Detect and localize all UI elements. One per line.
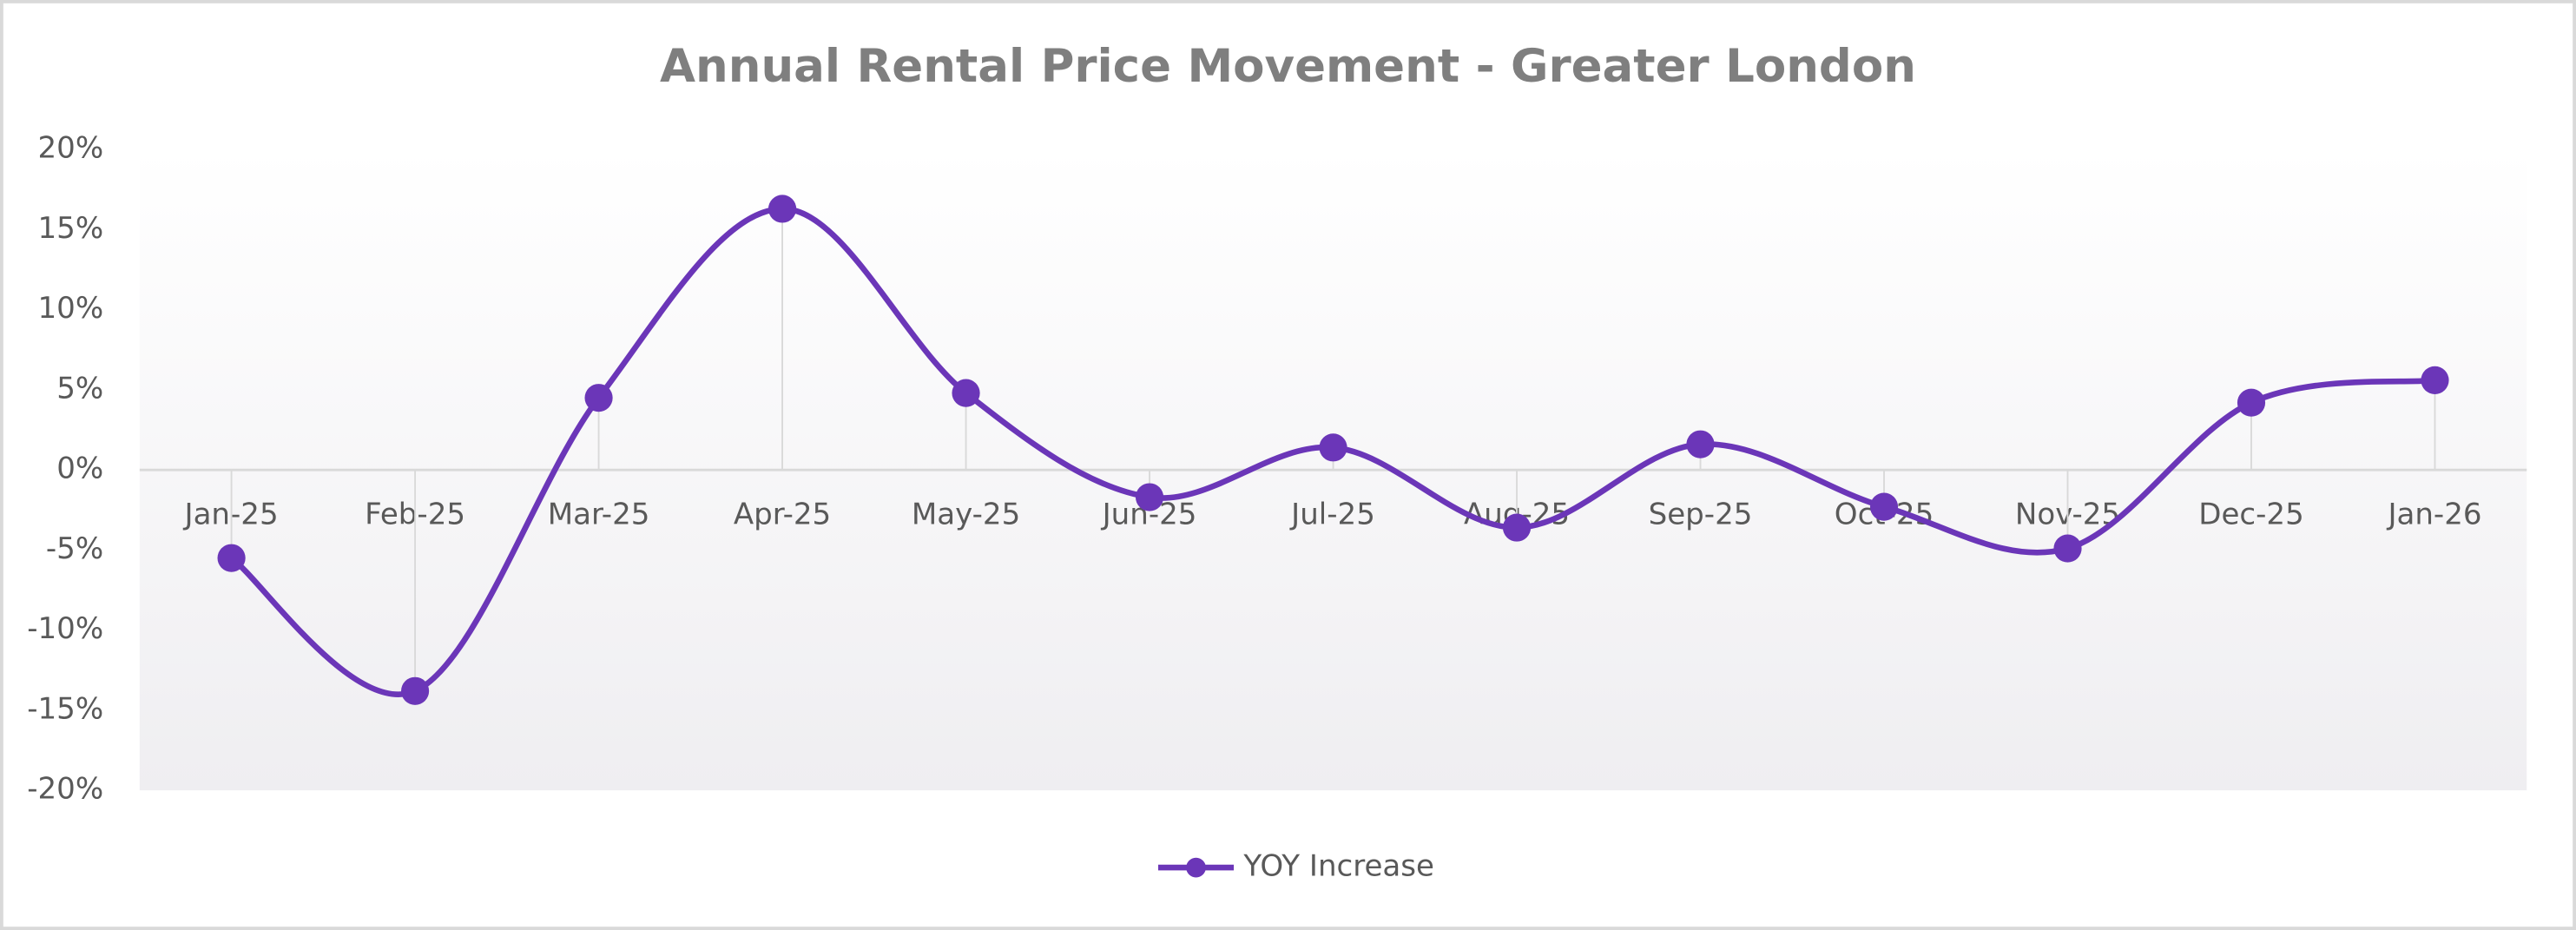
y-tick-label: 20%	[38, 131, 104, 166]
y-tick-label: -20%	[27, 772, 103, 807]
series-line	[229, 206, 2435, 697]
x-tick-label: Jan-25	[183, 498, 279, 532]
point	[952, 379, 980, 407]
point	[584, 384, 613, 412]
y-tick-label: 0%	[56, 452, 103, 486]
x-tick-label: Sep-25	[1649, 498, 1753, 532]
point	[2421, 366, 2449, 394]
point	[2237, 388, 2266, 417]
y-tick-label: 5%	[56, 371, 103, 406]
legend-marker	[1186, 857, 1206, 878]
y-tick-label: -15%	[27, 691, 103, 726]
y-tick-label: -10%	[27, 611, 103, 646]
x-tick-label: Mar-25	[548, 498, 650, 532]
x-tick-label: Jul-25	[1289, 498, 1375, 532]
point	[1686, 430, 1715, 458]
y-tick-label: -5%	[46, 531, 103, 566]
point	[768, 195, 797, 223]
y-tick-label: 15%	[38, 211, 104, 246]
point	[1319, 433, 1347, 462]
point	[1135, 483, 1164, 511]
chart-title: Annual Rental Price Movement - Greater L…	[660, 40, 1916, 93]
x-tick-label: Apr-25	[734, 498, 831, 532]
y-tick-label: 10%	[38, 291, 104, 326]
point	[400, 676, 430, 705]
x-tick-label: Jan-26	[2386, 498, 2481, 532]
legend-label: YOY Increase	[1242, 849, 1434, 884]
point	[1869, 492, 1899, 521]
point	[1502, 513, 1532, 542]
x-tick-label: Dec-25	[2198, 498, 2304, 532]
point	[217, 544, 246, 572]
x-tick-label: May-25	[912, 498, 1020, 532]
point	[2053, 534, 2082, 563]
